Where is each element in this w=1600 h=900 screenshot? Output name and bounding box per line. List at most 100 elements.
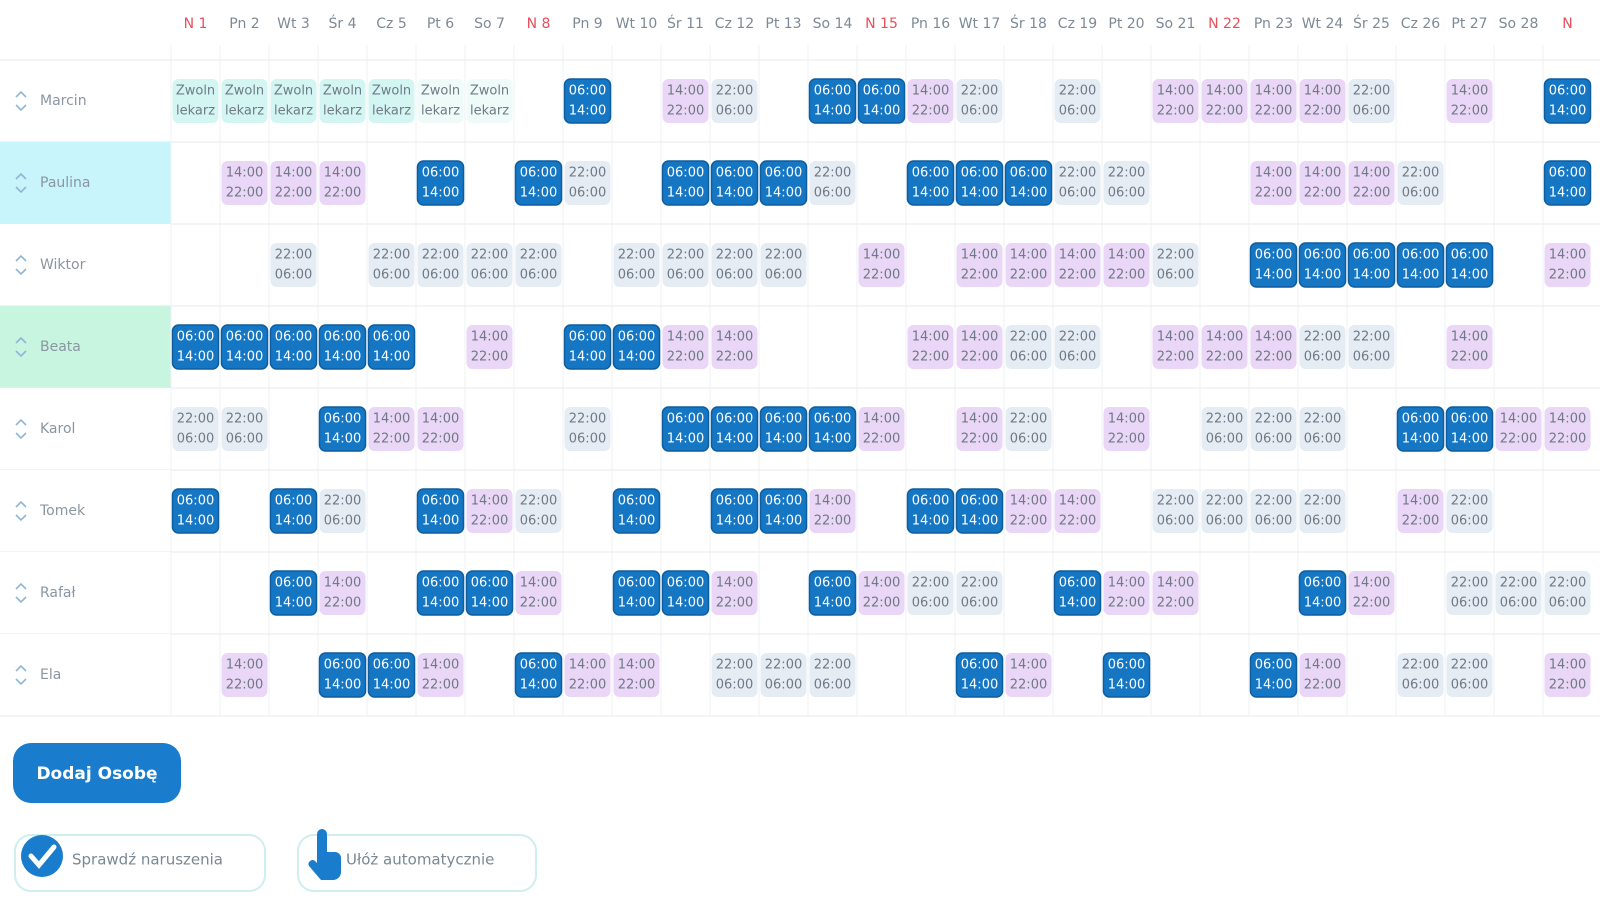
shift-cell[interactable]: 14:00 22:00 <box>1348 161 1395 205</box>
shift-cell[interactable]: 14:00 22:00 <box>221 653 268 697</box>
shift-cell[interactable]: 22:00 06:00 <box>1348 325 1395 369</box>
shift-cell[interactable]: 06:00 14:00 <box>416 570 465 616</box>
shift-cell[interactable]: 22:00 06:00 <box>1397 161 1444 205</box>
shift-cell[interactable]: 14:00 22:00 <box>564 653 611 697</box>
shift-cell[interactable]: 22:00 06:00 <box>368 243 415 287</box>
shift-cell[interactable]: Zwoln lekarz <box>172 79 219 123</box>
shift-cell[interactable]: 22:00 06:00 <box>1348 79 1395 123</box>
shift-cell[interactable]: 06:00 14:00 <box>612 570 661 616</box>
shift-cell[interactable]: Zwoln lekarz <box>466 79 513 123</box>
shift-cell[interactable]: 06:00 14:00 <box>661 570 710 616</box>
shift-cell[interactable]: 14:00 22:00 <box>1152 571 1199 615</box>
auto-button[interactable]: Ułóż automatycznie <box>297 829 537 892</box>
shift-cell[interactable]: Zwoln lekarz <box>368 79 415 123</box>
shift-cell[interactable]: 14:00 22:00 <box>1348 571 1395 615</box>
shift-cell[interactable]: 22:00 06:00 <box>711 79 758 123</box>
shift-cell[interactable]: 14:00 22:00 <box>1544 407 1591 451</box>
shift-cell[interactable]: 06:00 14:00 <box>661 406 710 452</box>
shift-cell[interactable]: 06:00 14:00 <box>1298 242 1347 288</box>
shift-cell[interactable]: 06:00 14:00 <box>955 488 1004 534</box>
shift-cell[interactable]: 14:00 22:00 <box>1250 79 1297 123</box>
shift-cell[interactable]: 06:00 14:00 <box>416 160 465 206</box>
shift-cell[interactable]: 22:00 06:00 <box>907 571 954 615</box>
shift-cell[interactable]: 06:00 14:00 <box>759 160 808 206</box>
shift-cell[interactable]: 06:00 14:00 <box>808 78 857 124</box>
shift-cell[interactable]: 22:00 06:00 <box>417 243 464 287</box>
shift-cell[interactable]: 06:00 14:00 <box>367 324 416 370</box>
shift-cell[interactable]: 14:00 22:00 <box>270 161 317 205</box>
shift-cell[interactable]: 14:00 22:00 <box>1201 79 1248 123</box>
shift-cell[interactable]: 14:00 22:00 <box>515 571 562 615</box>
shift-cell[interactable]: 14:00 22:00 <box>319 161 366 205</box>
shift-cell[interactable]: 14:00 22:00 <box>1005 489 1052 533</box>
shift-cell[interactable]: 06:00 14:00 <box>906 488 955 534</box>
shift-cell[interactable]: 14:00 22:00 <box>1544 653 1591 697</box>
shift-cell[interactable]: 06:00 14:00 <box>1347 242 1396 288</box>
shift-cell[interactable]: 06:00 14:00 <box>269 488 318 534</box>
check-button[interactable]: Sprawdź naruszenia <box>14 834 266 892</box>
shift-cell[interactable]: 22:00 06:00 <box>1446 489 1493 533</box>
shift-cell[interactable]: 22:00 06:00 <box>1152 489 1199 533</box>
shift-cell[interactable]: 22:00 06:00 <box>1299 407 1346 451</box>
shift-cell[interactable]: 14:00 22:00 <box>858 407 905 451</box>
shift-cell[interactable]: 22:00 06:00 <box>1397 653 1444 697</box>
shift-cell[interactable]: 14:00 22:00 <box>1250 325 1297 369</box>
shift-cell[interactable]: 14:00 22:00 <box>1544 243 1591 287</box>
shift-cell[interactable]: 14:00 22:00 <box>809 489 856 533</box>
shift-cell[interactable]: 22:00 06:00 <box>1005 407 1052 451</box>
shift-cell[interactable]: 14:00 22:00 <box>1152 325 1199 369</box>
shift-cell[interactable]: 06:00 14:00 <box>710 406 759 452</box>
shift-cell[interactable]: 22:00 06:00 <box>760 243 807 287</box>
shift-cell[interactable]: 22:00 06:00 <box>1544 571 1591 615</box>
shift-cell[interactable]: 06:00 14:00 <box>612 488 661 534</box>
shift-cell[interactable]: 14:00 22:00 <box>417 407 464 451</box>
shift-cell[interactable]: 06:00 14:00 <box>220 324 269 370</box>
shift-cell[interactable]: 06:00 14:00 <box>367 652 416 698</box>
shift-cell[interactable]: 14:00 22:00 <box>1103 243 1150 287</box>
shift-cell[interactable]: 14:00 22:00 <box>417 653 464 697</box>
shift-cell[interactable]: 06:00 14:00 <box>1053 570 1102 616</box>
shift-cell[interactable]: 14:00 22:00 <box>1299 161 1346 205</box>
shift-cell[interactable]: 14:00 22:00 <box>368 407 415 451</box>
shift-cell[interactable]: 14:00 22:00 <box>858 571 905 615</box>
shift-cell[interactable]: 14:00 22:00 <box>956 325 1003 369</box>
shift-cell[interactable]: 22:00 06:00 <box>1054 79 1101 123</box>
shift-cell[interactable]: 06:00 14:00 <box>171 488 220 534</box>
shift-cell[interactable]: 06:00 14:00 <box>563 324 612 370</box>
shift-cell[interactable]: 06:00 14:00 <box>318 652 367 698</box>
button-bg[interactable] <box>14 834 266 892</box>
shift-cell[interactable]: 14:00 22:00 <box>1397 489 1444 533</box>
add-person-button[interactable]: Dodaj Osobę <box>13 743 181 803</box>
shift-cell[interactable]: 22:00 06:00 <box>1201 489 1248 533</box>
shift-cell[interactable]: 06:00 14:00 <box>1543 78 1592 124</box>
shift-cell[interactable]: 06:00 14:00 <box>269 570 318 616</box>
shift-cell[interactable]: 22:00 06:00 <box>1054 161 1101 205</box>
shift-cell[interactable]: 14:00 22:00 <box>221 161 268 205</box>
shift-cell[interactable]: 06:00 14:00 <box>1543 160 1592 206</box>
shift-cell[interactable]: 06:00 14:00 <box>514 652 563 698</box>
shift-cell[interactable]: 14:00 22:00 <box>1054 489 1101 533</box>
shift-cell[interactable]: 14:00 22:00 <box>1005 243 1052 287</box>
shift-cell[interactable]: 14:00 22:00 <box>1103 571 1150 615</box>
shift-cell[interactable]: 06:00 14:00 <box>1298 570 1347 616</box>
shift-cell[interactable]: 06:00 14:00 <box>759 406 808 452</box>
shift-cell[interactable]: 06:00 14:00 <box>661 160 710 206</box>
shift-cell[interactable]: 06:00 14:00 <box>318 324 367 370</box>
shift-cell[interactable]: 14:00 22:00 <box>662 325 709 369</box>
shift-cell[interactable]: 22:00 06:00 <box>270 243 317 287</box>
shift-cell[interactable]: 06:00 14:00 <box>710 160 759 206</box>
shift-cell[interactable]: 06:00 14:00 <box>955 160 1004 206</box>
shift-cell[interactable]: 06:00 14:00 <box>563 78 612 124</box>
shift-cell[interactable]: 22:00 06:00 <box>1103 161 1150 205</box>
shift-cell[interactable]: Zwoln lekarz <box>270 79 317 123</box>
shift-cell[interactable]: 14:00 22:00 <box>319 571 366 615</box>
shift-cell[interactable]: 14:00 22:00 <box>1495 407 1542 451</box>
shift-cell[interactable]: 22:00 06:00 <box>564 161 611 205</box>
button-label[interactable]: Ułóż automatycznie <box>346 851 494 869</box>
shift-cell[interactable]: 06:00 14:00 <box>1445 406 1494 452</box>
shift-cell[interactable]: 14:00 22:00 <box>466 325 513 369</box>
shift-cell[interactable]: 14:00 22:00 <box>1201 325 1248 369</box>
shift-cell[interactable]: 22:00 06:00 <box>515 243 562 287</box>
shift-cell[interactable]: 06:00 14:00 <box>1445 242 1494 288</box>
shift-cell[interactable]: 06:00 14:00 <box>318 406 367 452</box>
